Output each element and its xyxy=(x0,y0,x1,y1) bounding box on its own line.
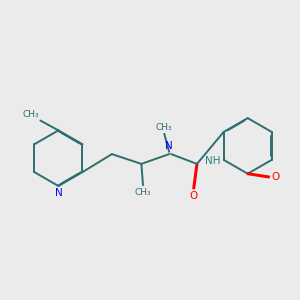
Text: N: N xyxy=(165,142,173,152)
Text: O: O xyxy=(190,191,198,201)
Text: CH₃: CH₃ xyxy=(156,123,172,132)
Text: CH₃: CH₃ xyxy=(22,110,39,119)
Text: N: N xyxy=(55,188,62,198)
Text: CH₃: CH₃ xyxy=(135,188,151,197)
Text: NH: NH xyxy=(206,156,221,166)
Text: O: O xyxy=(272,172,280,182)
